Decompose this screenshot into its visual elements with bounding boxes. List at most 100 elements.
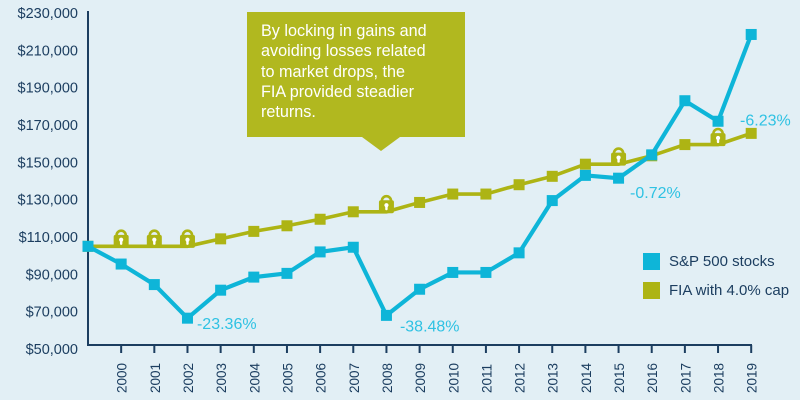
annotation-label: -6.23% bbox=[740, 112, 791, 129]
y-axis-tick-label: $130,000 bbox=[18, 193, 78, 209]
lock-icon-keyhole bbox=[185, 237, 190, 242]
lock-icon-keyhole bbox=[616, 155, 621, 160]
lock-icon-keyhole-slot bbox=[716, 138, 720, 144]
fia-marker bbox=[281, 220, 293, 232]
x-axis-year-label: 2015 bbox=[612, 363, 627, 393]
callout-text-line: By locking in gains and bbox=[261, 22, 427, 40]
sp500-marker bbox=[314, 246, 326, 258]
sp500-marker bbox=[248, 271, 260, 283]
x-axis-year-label: 2008 bbox=[380, 363, 395, 393]
sp500-marker bbox=[414, 283, 426, 295]
lock-icon-shackle bbox=[380, 194, 393, 201]
fia-marker bbox=[347, 206, 359, 218]
lock-icon-shackle bbox=[181, 229, 194, 236]
x-axis-year-label: 2012 bbox=[513, 363, 528, 393]
x-axis-year-label: 2017 bbox=[678, 363, 693, 393]
lock-icon-keyhole-slot bbox=[186, 240, 189, 245]
x-axis-year-label: 2003 bbox=[214, 363, 229, 393]
x-axis-year-label: 2002 bbox=[181, 363, 196, 393]
lock-icon-shackle bbox=[612, 147, 625, 154]
fia-marker bbox=[414, 196, 426, 208]
lock-icon-keyhole bbox=[152, 237, 157, 242]
sp500-swatch-icon bbox=[643, 253, 660, 270]
lock-icon-keyhole bbox=[384, 203, 389, 208]
y-axis-tick-label: $150,000 bbox=[18, 155, 78, 171]
fia-marker bbox=[513, 179, 525, 191]
lock-icon-keyhole-slot bbox=[617, 158, 620, 163]
x-axis-year-label: 2005 bbox=[280, 363, 295, 393]
x-axis-year-label: 2019 bbox=[745, 363, 760, 393]
sp500-marker bbox=[181, 312, 193, 324]
x-axis-year-label: 2001 bbox=[148, 363, 163, 393]
fia-marker bbox=[679, 139, 691, 151]
callout-pointer-icon bbox=[362, 137, 400, 151]
lock-icon-keyhole-slot bbox=[153, 240, 156, 245]
y-axis-tick-label: $210,000 bbox=[18, 43, 78, 59]
sp500-marker bbox=[347, 241, 359, 253]
x-axis-year-label: 2011 bbox=[479, 364, 494, 393]
y-axis-tick-label: $170,000 bbox=[18, 118, 78, 134]
fia-marker bbox=[314, 213, 326, 225]
sp500-marker bbox=[646, 149, 658, 161]
fia-swatch-icon bbox=[643, 282, 660, 299]
x-axis-year-label: 2010 bbox=[446, 363, 461, 393]
annotation-label: -23.36% bbox=[197, 316, 257, 333]
lock-icon-shackle bbox=[712, 127, 724, 134]
callout-text-line: avoiding losses related bbox=[261, 42, 426, 61]
sp500-marker bbox=[480, 266, 492, 278]
y-axis-tick-label: $230,000 bbox=[18, 6, 78, 22]
sp500-marker bbox=[712, 115, 724, 127]
callout-text-line: returns. bbox=[261, 103, 316, 122]
callout: By locking in gains and avoiding losses … bbox=[247, 12, 465, 151]
sp500-marker bbox=[380, 309, 392, 321]
sp500-marker bbox=[447, 266, 459, 278]
y-axis-tick-label: $70,000 bbox=[26, 305, 78, 321]
sp500-marker bbox=[215, 284, 227, 296]
sp500-marker bbox=[613, 172, 625, 184]
sp500-marker bbox=[281, 267, 293, 279]
annotation-label: -0.72% bbox=[630, 185, 681, 202]
legend-label-sp500: S&P 500 stocks bbox=[669, 253, 775, 270]
y-axis-tick-label: $50,000 bbox=[26, 342, 78, 358]
x-axis-year-label: 2000 bbox=[115, 363, 130, 393]
x-axis-year-label: 2004 bbox=[247, 362, 262, 393]
sp500-marker bbox=[148, 279, 160, 291]
callout-text-line: FIA provided steadier bbox=[261, 82, 414, 101]
annotation-label: -38.48% bbox=[400, 318, 460, 335]
legend-label-fia: FIA with 4.0% cap bbox=[669, 282, 790, 299]
sp500-marker bbox=[82, 240, 94, 252]
lock-icon-shackle bbox=[148, 229, 161, 236]
fia-marker bbox=[579, 158, 591, 170]
fia-marker bbox=[215, 233, 227, 245]
legend-item-sp500: S&P 500 stocks bbox=[643, 253, 789, 270]
x-axis-year-label: 2009 bbox=[413, 363, 428, 393]
sp500-marker bbox=[513, 247, 525, 259]
x-axis-year-label: 2018 bbox=[712, 363, 727, 393]
fia-marker bbox=[447, 188, 459, 200]
y-axis-tick-label: $110,000 bbox=[19, 230, 78, 246]
fia-marker bbox=[248, 225, 260, 237]
legend: S&P 500 stocks FIA with 4.0% cap bbox=[643, 253, 789, 311]
lock-icon-keyhole bbox=[119, 237, 124, 242]
fia-marker bbox=[745, 127, 757, 139]
lock-icon-keyhole-slot bbox=[385, 205, 388, 211]
x-axis-year-label: 2016 bbox=[645, 363, 660, 393]
lock-icon-keyhole bbox=[715, 135, 721, 141]
y-axis-tick-label: $190,000 bbox=[18, 81, 78, 97]
x-axis-year-label: 2013 bbox=[546, 363, 561, 393]
sp500-marker bbox=[546, 195, 558, 207]
x-axis-year-label: 2007 bbox=[347, 363, 362, 393]
callout-text-line: to market drops, the bbox=[261, 62, 405, 81]
sp500-marker bbox=[115, 258, 127, 270]
sp500-marker bbox=[745, 28, 757, 40]
x-axis-year-label: 2014 bbox=[579, 362, 594, 393]
lock-icon-shackle bbox=[115, 229, 128, 236]
fia-marker bbox=[480, 188, 492, 200]
lock-icon-keyhole-slot bbox=[119, 240, 123, 245]
y-axis-tick-label: $90,000 bbox=[26, 267, 78, 283]
sp500-marker bbox=[679, 95, 691, 107]
x-axis-year-label: 2006 bbox=[314, 363, 329, 393]
sp500-marker bbox=[579, 169, 591, 181]
